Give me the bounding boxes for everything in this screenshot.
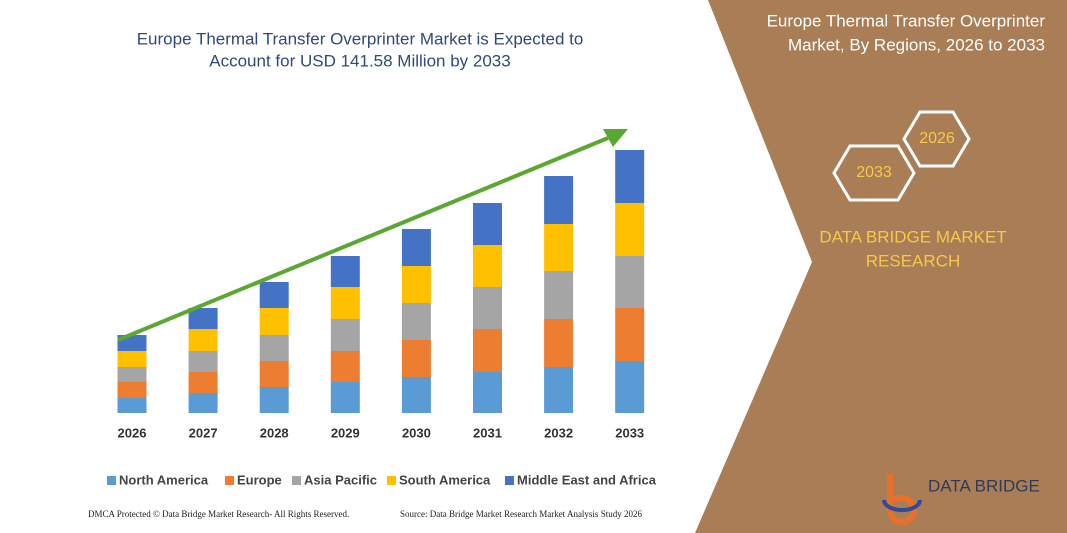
legend-label: South America — [399, 472, 491, 487]
legend-label: Middle East and Africa — [517, 472, 657, 487]
bar-segment — [615, 361, 645, 413]
bar-segment — [330, 382, 360, 413]
logo-mark — [887, 474, 917, 525]
bar-segment — [330, 319, 360, 351]
bar-segment — [544, 224, 574, 271]
bar-segment — [401, 229, 431, 266]
legend-label: North America — [119, 472, 209, 487]
hexagon — [832, 144, 916, 202]
bar-segment — [259, 387, 289, 413]
hexagon-label: 2026 — [919, 130, 955, 147]
legend-swatch — [107, 476, 116, 485]
bar-segment — [259, 282, 289, 308]
logo-mark — [882, 499, 922, 512]
x-tick-label: 2027 — [189, 425, 218, 440]
footer-right: Source: Data Bridge Market Research Mark… — [400, 509, 642, 519]
bar-segment — [544, 176, 574, 224]
bar-segment — [473, 287, 502, 329]
hexagon-label: 2033 — [856, 164, 892, 181]
bar-segment — [188, 351, 218, 372]
bar-segment — [615, 256, 645, 308]
bar-segment — [330, 256, 360, 287]
panel-title: Europe Thermal Transfer Overprinter — [767, 11, 1046, 30]
trend-arrow — [117, 136, 609, 342]
x-tick-label: 2030 — [402, 425, 431, 440]
bar-segment — [117, 382, 147, 398]
bar-segment — [615, 150, 645, 203]
bar-segment — [188, 393, 218, 413]
bar-segment — [117, 367, 147, 382]
brand: DATA BRIDGE MARKET — [819, 227, 1006, 246]
x-tick-label: 2029 — [331, 425, 360, 440]
logo-text: DATA BRIDGE — [928, 476, 1040, 495]
legend-swatch — [225, 476, 234, 485]
bar-segment — [259, 335, 289, 361]
chart-title: Account for USD 141.58 Million by 2033 — [209, 51, 510, 70]
bar-segment — [330, 351, 360, 382]
bar-segment — [259, 308, 289, 335]
bar-segment — [401, 340, 431, 377]
logo — [882, 474, 922, 525]
bar-segment — [544, 271, 574, 319]
bar-segment — [401, 377, 431, 413]
legend-swatch — [505, 476, 514, 485]
bar-segment — [473, 372, 502, 413]
bar-segment — [401, 303, 431, 340]
chart-title: Europe Thermal Transfer Overprinter Mark… — [137, 29, 584, 48]
brand: RESEARCH — [866, 251, 960, 270]
x-tick-label: 2032 — [544, 425, 573, 440]
bar-segment — [188, 329, 218, 351]
bar-segment — [401, 266, 431, 303]
x-tick-label: 2026 — [118, 425, 147, 440]
bar-segment — [117, 351, 147, 367]
plot: 2026 2027 2028 2029 2030 2031 2032 2033 North Am… — [107, 150, 657, 487]
bar-segment — [330, 287, 360, 319]
bar-segment — [473, 203, 502, 245]
bar-segment — [544, 319, 574, 367]
bar-segment — [259, 361, 289, 387]
bar-segment — [615, 308, 645, 361]
side-panel — [695, 0, 1067, 533]
bar-segment — [188, 372, 218, 393]
bar-segment — [615, 203, 645, 256]
bar-segment — [473, 329, 502, 372]
bar-segment — [544, 367, 574, 413]
legend-swatch — [292, 476, 301, 485]
x-tick-label: 2028 — [260, 425, 289, 440]
x-tick-label: 2033 — [615, 425, 644, 440]
arrow-head — [603, 129, 628, 147]
footer-left: DMCA Protected © Data Bridge Market Rese… — [88, 509, 349, 519]
bar-segment — [473, 245, 502, 287]
bar-segment — [188, 308, 218, 329]
x-tick-label: 2031 — [473, 425, 502, 440]
hexagon — [902, 110, 971, 168]
bar-segment — [117, 398, 147, 413]
legend-swatch — [387, 476, 396, 485]
panel-title: Market, By Regions, 2026 to 2033 — [788, 35, 1045, 54]
legend-label: Europe — [237, 472, 282, 487]
legend-label: Asia Pacific — [304, 472, 377, 487]
